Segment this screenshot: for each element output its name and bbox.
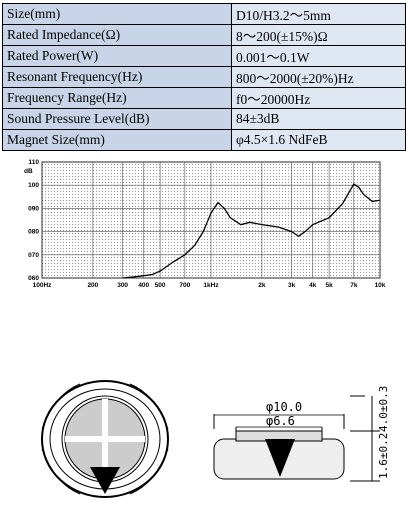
- value-cell: 84±3dB: [231, 108, 406, 130]
- row: Resonant Frequency(Hz) 800～2000(±20%)Hz: [2, 66, 406, 88]
- x-tick-label: 4k: [309, 282, 317, 289]
- x-tick-label: 1kHz: [203, 282, 219, 289]
- row: Rated Impedance(Ω) 8～200(±15%)Ω: [2, 24, 406, 46]
- line: [122, 183, 381, 279]
- y-tick-label: 070: [28, 252, 39, 259]
- y-tick-label: 080: [28, 229, 39, 236]
- x-tick-label: 3k: [288, 282, 296, 289]
- front-view: [41, 380, 169, 498]
- row: Magnet Size(mm) φ4.5×1.6 NdFeB: [2, 129, 406, 151]
- dim-label: φ10.0: [266, 400, 302, 414]
- y-tick-label: 110: [29, 159, 40, 166]
- y-tick-label: 100: [28, 182, 39, 189]
- chart: dB 060 070 080 090 100 110 100Hz 200 300 400 500 70…: [24, 159, 386, 289]
- dim-label: 1.6±0.2: [377, 433, 390, 479]
- x-tick-label: 300: [117, 282, 128, 289]
- key-cell: Rated Impedance(Ω): [2, 24, 232, 46]
- row: Frequency Range(Hz) f0～20000Hz: [2, 87, 406, 109]
- row: Size(mm) D10/H3.2～5mm: [2, 3, 406, 25]
- value-cell: D10/H3.2～5mm: [231, 3, 406, 25]
- value-cell: 8～200(±15%)Ω: [231, 24, 406, 46]
- key-cell: Size(mm): [2, 3, 232, 25]
- key-cell: Sound Pressure Level(dB): [2, 108, 232, 130]
- value-cell: f0～20000Hz: [231, 87, 406, 109]
- x-tick-label: 100Hz: [33, 282, 53, 289]
- x-tick-label: 700: [179, 282, 190, 289]
- drawings: φ10.0 φ6.6 4.0±0.3 1.6±0.2: [41, 380, 390, 498]
- x-tick-label: 5k: [326, 282, 334, 289]
- value-cell: 0.001～0.1W: [231, 45, 406, 67]
- key-cell: Frequency Range(Hz): [2, 87, 232, 109]
- y-tick-label: 090: [28, 205, 39, 212]
- key-cell: Rated Power(W): [2, 45, 232, 67]
- x-tick-label: 500: [155, 282, 166, 289]
- dim-label: φ6.6: [266, 414, 295, 428]
- y-tick-label: 060: [28, 275, 39, 282]
- key-cell: Resonant Frequency(Hz): [2, 66, 232, 88]
- key-cell: Magnet Size(mm): [2, 129, 232, 151]
- terminal: [265, 439, 295, 477]
- spec-table: Size(mm) D10/H3.2～5mm Rated Impedance(Ω) 8～…: [2, 3, 406, 151]
- y-axis-label: dB: [24, 168, 33, 175]
- row: Sound Pressure Level(dB) 84±3dB: [2, 108, 406, 130]
- x-tick-label: 400: [138, 282, 149, 289]
- x-tick-label: 200: [87, 282, 98, 289]
- value-cell: φ4.5×1.6 NdFeB: [231, 129, 406, 151]
- x-tick-label: 10k: [375, 282, 386, 289]
- value-cell: 800～2000(±20%)Hz: [231, 66, 406, 88]
- row: Rated Power(W) 0.001～0.1W: [2, 45, 406, 67]
- x-tick-label: 2k: [258, 282, 266, 289]
- terminal: [90, 467, 120, 494]
- dim-label: 4.0±0.3: [377, 386, 390, 432]
- x-tick-label: 7k: [350, 282, 358, 289]
